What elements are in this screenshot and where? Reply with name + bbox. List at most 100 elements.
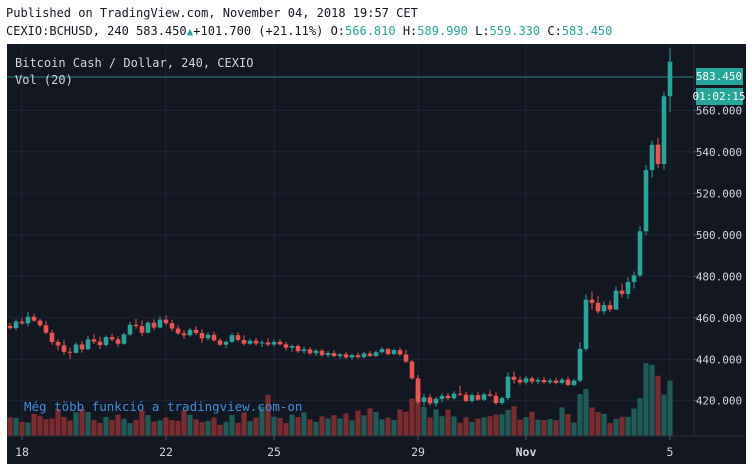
candle-body [61,345,67,352]
volume-bar [349,420,355,436]
volume-bar [61,416,67,436]
volume-bar [403,411,409,436]
candle-body [451,393,457,399]
close-label: C: [547,24,562,38]
candle-body [7,325,13,329]
candle-body [157,319,163,328]
volume-bar [367,408,373,436]
volume-bar [667,380,673,436]
candle-body [241,339,247,344]
candlestick-chart[interactable]: 420.000 440.000 460.000 480.000 500.000 520.0… [7,44,746,464]
y-tick-label: 440.000 [696,353,742,366]
volume-bar [649,364,655,436]
volume-bar [505,410,511,436]
candle-body [265,342,271,345]
candle-body [109,337,115,340]
time-axis[interactable]: 18 22 25 29 Nov 5 [15,436,673,459]
volume-bar [589,407,595,436]
candle-body [511,376,517,380]
volume-bar [415,386,421,436]
volume-bar [175,420,181,436]
candle-body [499,398,505,404]
candle-body [433,398,439,404]
candle-body [559,379,565,383]
x-tick-label: Nov [516,445,537,459]
volume-bar [511,406,517,436]
candle-body [187,329,193,336]
price-change-percent: (+21.11%) [258,24,324,38]
candle-body [319,350,325,356]
volume-bar [457,422,463,436]
watermark-text[interactable]: Még több funkció a tradingview.com-on [24,399,302,414]
volume-bar [559,407,565,436]
volume-bar [469,421,475,436]
chart-title: Bitcoin Cash / Dollar, 240, CEXIO [15,56,253,70]
candle-body [487,394,493,396]
volume-bar [493,414,499,436]
candle-body [55,342,61,346]
candle-body [649,144,655,171]
volume-bar [139,410,145,436]
volume-bar [19,421,25,436]
high-value: 589.990 [417,24,468,38]
volume-bar [301,412,307,436]
volume-bar [541,420,547,436]
volume-bar [169,420,175,436]
x-tick-label: 22 [159,445,173,459]
x-tick-label: 5 [667,445,674,459]
volume-bar [517,419,523,436]
volume-bar [115,414,121,436]
candle-body [283,344,289,348]
volume-bar [325,418,331,436]
volume-bar [655,375,661,436]
volume-label: Vol (20) [15,73,73,87]
volume-bar [271,416,277,436]
candle-body [229,335,235,342]
volume-bar [463,417,469,436]
volume-bar [319,416,325,436]
candle-body [313,350,319,354]
candle-body [355,355,361,358]
volume-bar [151,421,157,436]
close-value: 583.450 [561,24,613,38]
open-label: O: [330,24,346,38]
volume-bar [277,417,283,436]
candle-body [91,339,97,342]
volume-bar [379,419,385,436]
volume-bar [259,406,265,436]
volume-bar [481,417,487,436]
volume-bar [25,422,31,436]
chart-panel[interactable]: 420.000 440.000 460.000 480.000 500.000 520.0… [7,44,746,464]
volume-bar [475,418,481,436]
volume-bar [529,411,535,436]
candle-body [391,350,397,355]
last-price-tag [696,68,743,85]
candle-body [409,361,415,379]
candle-body [49,332,55,343]
chart-background [7,44,746,464]
candle-body [655,144,661,164]
open-value: 566.810 [345,24,396,38]
price-axis[interactable]: 420.000 440.000 460.000 480.000 500.000 520.0… [694,104,742,408]
candle-body [223,341,229,345]
volume-bar [103,416,109,436]
y-tick-label: 540.000 [696,146,742,159]
volume-bar [13,418,19,436]
volume-bar [337,418,343,436]
candle-body [385,349,391,355]
candle-body [661,96,667,164]
candle-body [541,380,547,383]
volume-bar [133,419,139,436]
candle-body [361,353,367,358]
volume-bar [43,419,49,436]
volume-bar [73,412,79,436]
candle-body [301,349,307,352]
volume-bar [289,414,295,436]
volume-bar [421,406,427,436]
candle-body [97,341,103,345]
candle-body [439,395,445,399]
candle-body [535,380,541,382]
volume-bar [625,416,631,436]
x-tick-label: 29 [411,445,425,459]
candle-body [169,323,175,329]
